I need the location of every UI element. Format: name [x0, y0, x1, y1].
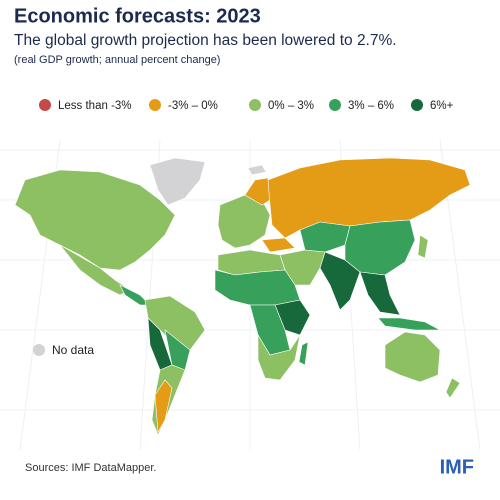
australia	[384, 331, 441, 383]
legend-swatch	[249, 99, 261, 111]
note: (real GDP growth; annual percent change)	[14, 54, 220, 66]
southeast-asia	[359, 271, 401, 316]
no-data-label: No data	[52, 343, 94, 357]
legend-label: -3% – 0%	[168, 100, 218, 112]
legend: Less than -3% -3% – 0% 0% – 3% 3% – 6% 6%+	[39, 99, 454, 112]
legend-label: 3% – 6%	[348, 100, 394, 112]
greenland	[149, 157, 206, 206]
source: Sources: IMF DataMapper.	[25, 462, 156, 474]
svalbard	[247, 164, 267, 176]
legend-swatch	[329, 99, 341, 111]
japan	[417, 234, 429, 259]
legend-swatch	[411, 99, 423, 111]
legend-label: 6%+	[430, 100, 454, 112]
canada-usa	[14, 169, 176, 271]
title: Economic forecasts: 2023	[14, 5, 261, 27]
no-data-legend: No data	[33, 343, 94, 357]
indonesia	[377, 317, 441, 331]
logo: IMF	[440, 456, 474, 478]
legend-label: 0% – 3%	[268, 100, 314, 112]
india	[319, 251, 361, 311]
russia	[267, 157, 471, 239]
legend-label: Less than -3%	[58, 100, 132, 112]
legend-swatch	[149, 99, 161, 111]
subtitle: The global growth projection has been lo…	[14, 32, 397, 49]
madagascar	[298, 341, 309, 366]
legend-swatch	[39, 99, 51, 111]
new-zealand	[445, 377, 461, 399]
no-data-swatch	[33, 344, 45, 356]
central-america	[119, 284, 151, 306]
world-map	[14, 157, 471, 436]
southern-africa	[257, 333, 301, 381]
argentina	[154, 379, 173, 433]
ukraine-turkey	[261, 237, 296, 253]
